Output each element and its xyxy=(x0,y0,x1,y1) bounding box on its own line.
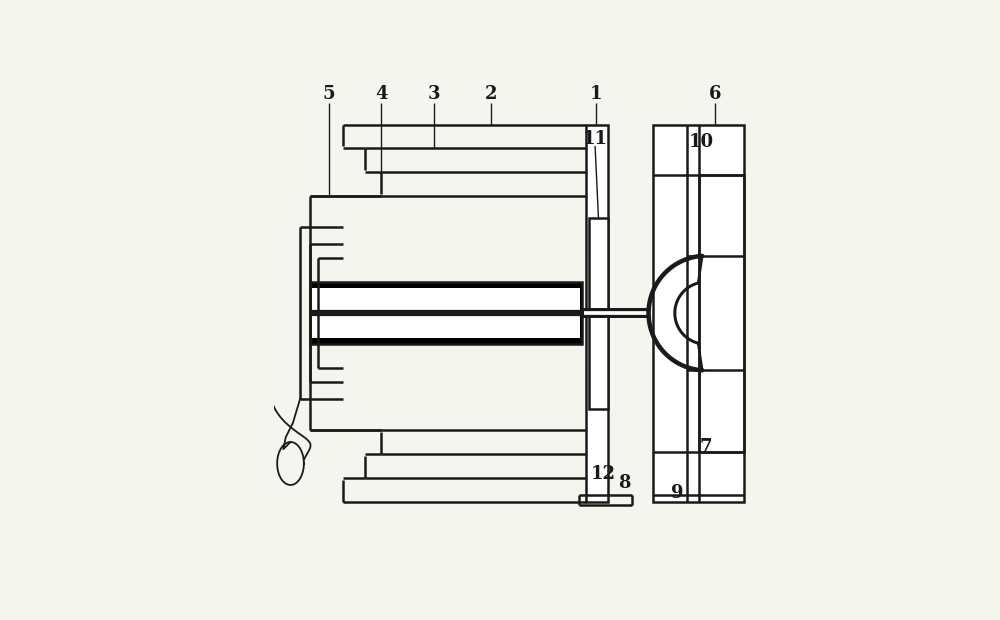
Bar xyxy=(653,125,744,502)
Text: 9: 9 xyxy=(671,484,683,502)
Text: 6: 6 xyxy=(709,85,722,103)
Bar xyxy=(586,125,608,502)
Text: 11: 11 xyxy=(583,130,608,148)
Text: 12: 12 xyxy=(591,464,616,482)
Text: 3: 3 xyxy=(427,85,440,103)
Bar xyxy=(312,288,580,339)
Text: 4: 4 xyxy=(375,85,387,103)
Text: 7: 7 xyxy=(700,438,712,456)
Text: 8: 8 xyxy=(618,474,631,492)
Bar xyxy=(310,282,582,344)
Text: 1: 1 xyxy=(590,85,602,103)
Text: 5: 5 xyxy=(322,85,335,103)
Bar xyxy=(589,218,608,409)
Bar xyxy=(699,175,744,451)
Text: 10: 10 xyxy=(689,133,714,151)
Text: 2: 2 xyxy=(485,85,497,103)
